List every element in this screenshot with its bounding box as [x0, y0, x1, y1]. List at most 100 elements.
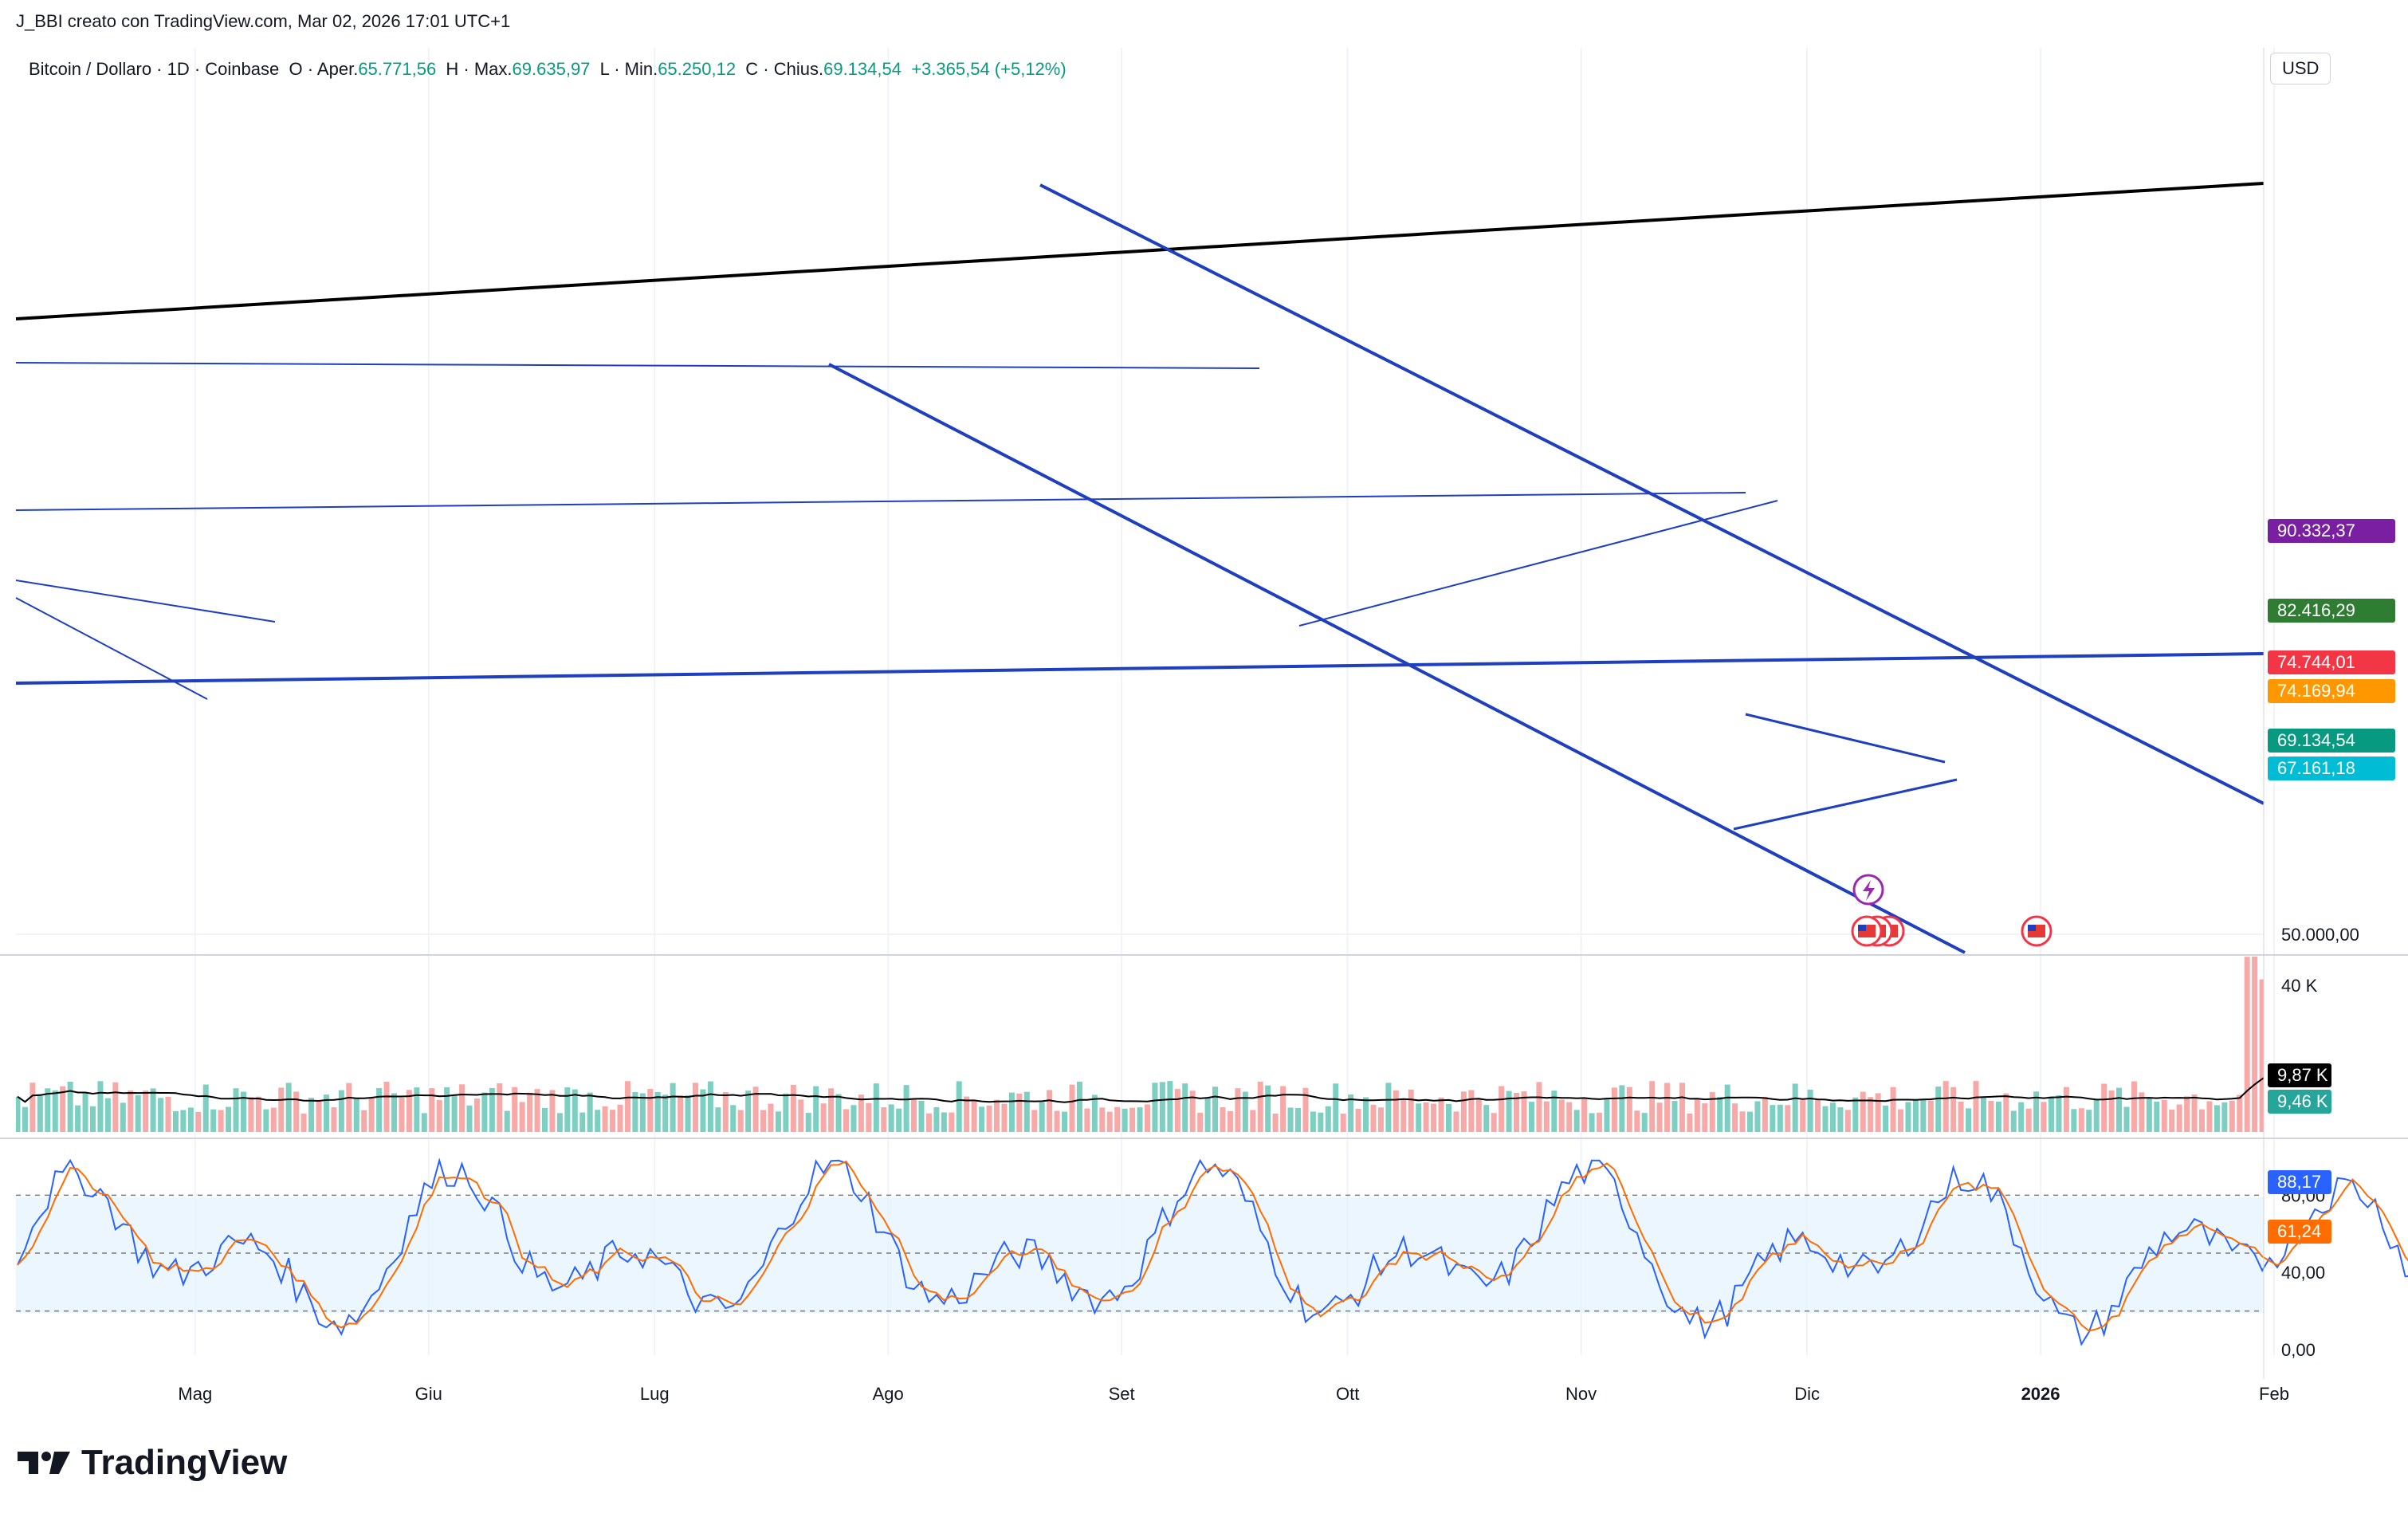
volume-bar	[639, 1093, 646, 1132]
volume-bar	[1506, 1091, 1512, 1132]
volume-bar	[534, 1089, 540, 1132]
volume-bar	[1182, 1083, 1188, 1132]
tradingview-logo[interactable]: TradingView	[18, 1443, 287, 1483]
volume-bar	[1747, 1111, 1753, 1132]
volume-bar	[2025, 1108, 2032, 1132]
volume-bar	[1988, 1100, 1994, 1132]
volume-bar	[1377, 1107, 1384, 1132]
volume-bar	[67, 1081, 73, 1132]
currency-button[interactable]: USD	[2270, 53, 2331, 84]
volume-bar	[1062, 1111, 1068, 1132]
volume-bar	[1499, 1086, 1505, 1132]
volume-bar	[1310, 1111, 1316, 1132]
volume-bar	[994, 1099, 1000, 1132]
ma-purple-label: 90.332,37	[2268, 519, 2395, 543]
volume-bar	[2033, 1091, 2040, 1132]
volume-bar	[278, 1087, 285, 1132]
volume-bar	[2199, 1109, 2205, 1132]
volume-bar	[1732, 1103, 1738, 1132]
us-flag-icon[interactable]	[2021, 915, 2052, 947]
tradingview-icon	[18, 1452, 70, 1474]
volume-bar	[2380, 1098, 2386, 1132]
volume-bar	[1099, 1107, 1106, 1132]
volume-bar	[218, 1110, 224, 1132]
stoch-band	[16, 1197, 2264, 1313]
volume-bar	[361, 1110, 367, 1132]
volume-bar	[2395, 1109, 2401, 1132]
volume-bar	[512, 1087, 518, 1132]
lightning-icon[interactable]	[1852, 874, 1884, 906]
volume-bar	[1807, 1089, 1813, 1132]
volume-bar	[941, 1112, 947, 1132]
volume-bar	[1558, 1099, 1565, 1132]
volume-bar	[2335, 1104, 2340, 1132]
volume-bar	[610, 1110, 616, 1132]
volume-bar	[444, 1087, 450, 1132]
volume-bar	[647, 1089, 654, 1132]
volume-bar	[1694, 1099, 1700, 1132]
volume-bar	[1453, 1111, 1459, 1132]
volume-bar	[233, 1088, 239, 1132]
volume-bar	[135, 1094, 141, 1132]
volume-bar	[2237, 1094, 2243, 1132]
volume-bar	[1189, 1091, 1196, 1132]
volume-bar	[481, 1092, 488, 1132]
volume-bar	[873, 1083, 879, 1132]
volume-bar	[210, 1109, 217, 1132]
volume-bar	[376, 1087, 383, 1132]
us-flag-icon[interactable]	[1851, 915, 1883, 947]
volume-bar	[1687, 1113, 1693, 1132]
volume-bar	[1152, 1083, 1158, 1132]
volume-bar	[866, 1102, 872, 1132]
volume-bar	[1235, 1088, 1241, 1132]
volume-bar	[1566, 1102, 1573, 1132]
volume-bar	[1385, 1083, 1392, 1132]
volume-bar	[1837, 1107, 1844, 1132]
volume-bar	[1792, 1083, 1798, 1132]
volume-bar	[1370, 1104, 1377, 1132]
volume-bar	[301, 1113, 307, 1132]
open-label: O · Aper.	[289, 59, 359, 79]
volume-bar	[187, 1107, 194, 1132]
volume-bar	[783, 1093, 789, 1132]
volume-bar	[1129, 1107, 1136, 1132]
volume-bar	[2184, 1096, 2190, 1132]
volume-bar	[1852, 1097, 1859, 1132]
volume-bar	[979, 1106, 985, 1132]
event-markers[interactable]	[1851, 874, 2052, 947]
time-tick-label: Nov	[1565, 1384, 1597, 1404]
volume-bar	[255, 1096, 261, 1132]
volume-bar	[45, 1088, 51, 1132]
volume-bar	[775, 1111, 781, 1132]
volume-bar	[564, 1087, 571, 1132]
stoch-d-label: 61,24	[2268, 1220, 2331, 1244]
volume-bar	[1031, 1110, 1038, 1132]
volume-bar	[700, 1089, 706, 1132]
volume-bar	[399, 1098, 405, 1132]
volume-bar	[1634, 1110, 1640, 1132]
volume-bar	[820, 1103, 827, 1132]
volume-bar	[1106, 1111, 1113, 1132]
flag-canton	[2028, 925, 2036, 931]
volume-bar	[707, 1081, 713, 1132]
volume-bar	[2086, 1110, 2092, 1132]
volume-bar	[2343, 1109, 2348, 1132]
volume-bar	[1724, 1084, 1730, 1132]
range-line-upper	[15, 362, 1260, 369]
stoch-rsi-pane	[16, 1157, 2408, 1346]
volume-bar	[1446, 1103, 1451, 1132]
volume-bar	[2116, 1087, 2123, 1132]
volume-bar	[406, 1090, 412, 1132]
volume-bar	[2063, 1087, 2069, 1132]
volume-bar	[1076, 1081, 1082, 1132]
symbol-title[interactable]: Bitcoin / Dollaro · 1D · Coinbase	[29, 59, 280, 79]
volume-bar	[473, 1098, 480, 1132]
volume-bar	[143, 1091, 149, 1132]
volume-bar	[172, 1110, 179, 1132]
volume-bar	[308, 1098, 315, 1132]
volume-bar	[1709, 1091, 1715, 1132]
volume-bar	[1475, 1098, 1482, 1132]
volume-bar	[1679, 1083, 1685, 1132]
volume-bar	[1363, 1097, 1369, 1132]
